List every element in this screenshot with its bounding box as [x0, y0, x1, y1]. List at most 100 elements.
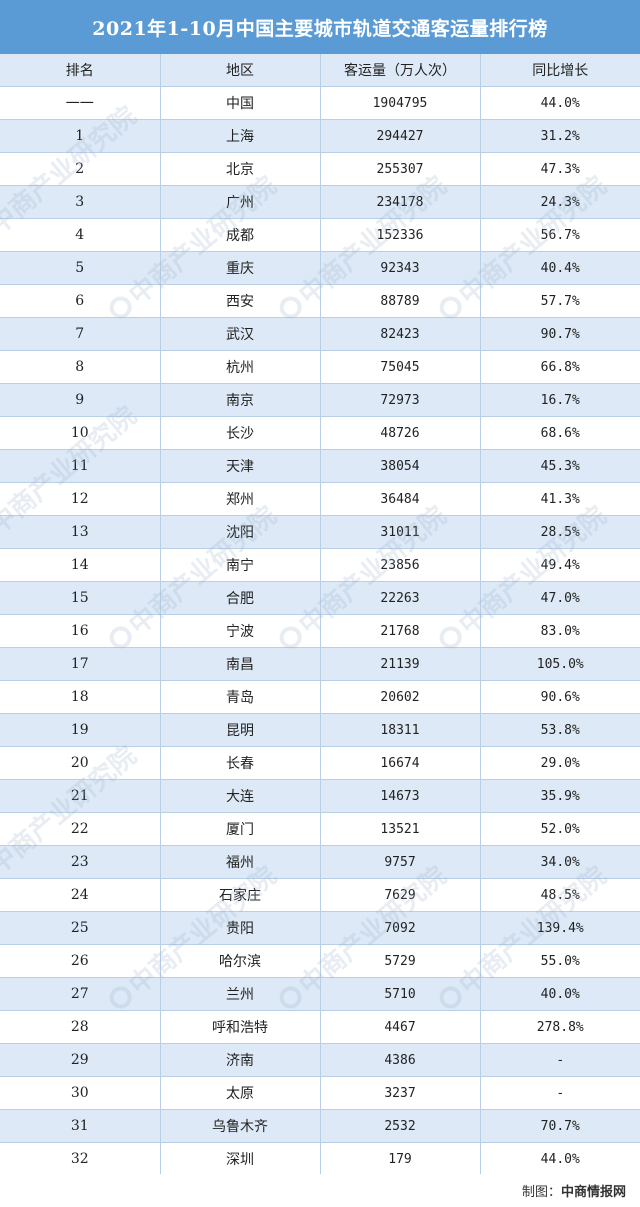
cell-ridership: 294427	[320, 119, 481, 153]
cell-ridership: 13521	[320, 812, 481, 846]
cell-yoy-growth: 34.0%	[480, 845, 640, 879]
cell-rank: 4	[0, 218, 161, 252]
cell-region: 天津	[160, 449, 321, 483]
cell-rank: 13	[0, 515, 161, 549]
cell-ridership: 82423	[320, 317, 481, 351]
cell-rank: 一一	[0, 86, 161, 120]
table-row: 27 兰州 5710 40.0%	[0, 977, 640, 1011]
cell-ridership: 88789	[320, 284, 481, 318]
cell-ridership: 4467	[320, 1010, 481, 1044]
cell-yoy-growth: 70.7%	[480, 1109, 640, 1143]
cell-yoy-growth: 55.0%	[480, 944, 640, 978]
cell-yoy-growth: -	[480, 1076, 640, 1110]
cell-yoy-growth: 57.7%	[480, 284, 640, 318]
cell-rank: 5	[0, 251, 161, 285]
table-row: 25 贵阳 7092 139.4%	[0, 911, 640, 945]
cell-ridership: 16674	[320, 746, 481, 780]
cell-yoy-growth: 90.6%	[480, 680, 640, 714]
cell-rank: 28	[0, 1010, 161, 1044]
cell-yoy-growth: 53.8%	[480, 713, 640, 747]
cell-rank: 7	[0, 317, 161, 351]
header-row: 排名 地区 客运量（万人次） 同比增长	[0, 54, 640, 87]
cell-ridership: 48726	[320, 416, 481, 450]
cell-region: 呼和浩特	[160, 1010, 321, 1044]
cell-ridership: 4386	[320, 1043, 481, 1077]
cell-region: 北京	[160, 152, 321, 186]
table-row: 13 沈阳 31011 28.5%	[0, 515, 640, 549]
table-row: 23 福州 9757 34.0%	[0, 845, 640, 879]
table-row: 29 济南 4386-	[0, 1043, 640, 1077]
cell-yoy-growth: 31.2%	[480, 119, 640, 153]
cell-rank: 15	[0, 581, 161, 615]
cell-yoy-growth: 139.4%	[480, 911, 640, 945]
cell-region: 南宁	[160, 548, 321, 582]
cell-yoy-growth: 278.8%	[480, 1010, 640, 1044]
table-row: 4 成都 152336 56.7%	[0, 218, 640, 252]
table-row: 6 西安 88789 57.7%	[0, 284, 640, 318]
cell-region: 南京	[160, 383, 321, 417]
cell-region: 西安	[160, 284, 321, 318]
table-row: 18 青岛 20602 90.6%	[0, 680, 640, 714]
table-row: 21 大连 14673 35.9%	[0, 779, 640, 813]
table-row: 2 北京 255307 47.3%	[0, 152, 640, 186]
cell-rank: 12	[0, 482, 161, 516]
header-region: 地区	[160, 54, 321, 87]
table-row: 7 武汉 82423 90.7%	[0, 317, 640, 351]
cell-region: 广州	[160, 185, 321, 219]
cell-yoy-growth: 35.9%	[480, 779, 640, 813]
cell-region: 宁波	[160, 614, 321, 648]
table-title: 2021年1-10月中国主要城市轨道交通客运量排行榜	[0, 0, 640, 54]
table-row: 10 长沙 48726 68.6%	[0, 416, 640, 450]
cell-ridership: 179	[320, 1142, 481, 1176]
table-row: 16 宁波 21768 83.0%	[0, 614, 640, 648]
cell-rank: 26	[0, 944, 161, 978]
table-row: 1 上海 294427 31.2%	[0, 119, 640, 153]
cell-ridership: 255307	[320, 152, 481, 186]
cell-yoy-growth: 90.7%	[480, 317, 640, 351]
cell-yoy-growth: 48.5%	[480, 878, 640, 912]
cell-yoy-growth: 66.8%	[480, 350, 640, 384]
table-row: 26 哈尔滨 5729 55.0%	[0, 944, 640, 978]
cell-rank: 14	[0, 548, 161, 582]
table-row: 11 天津 38054 45.3%	[0, 449, 640, 483]
cell-yoy-growth: 40.0%	[480, 977, 640, 1011]
cell-ridership: 75045	[320, 350, 481, 384]
cell-yoy-growth: 40.4%	[480, 251, 640, 285]
cell-ridership: 92343	[320, 251, 481, 285]
cell-yoy-growth: 24.3%	[480, 185, 640, 219]
cell-rank: 10	[0, 416, 161, 450]
cell-yoy-growth: 56.7%	[480, 218, 640, 252]
cell-yoy-growth: 105.0%	[480, 647, 640, 681]
cell-ridership: 36484	[320, 482, 481, 516]
cell-yoy-growth: 16.7%	[480, 383, 640, 417]
cell-rank: 27	[0, 977, 161, 1011]
table-row: 20 长春 16674 29.0%	[0, 746, 640, 780]
cell-rank: 18	[0, 680, 161, 714]
table-row: 9 南京 72973 16.7%	[0, 383, 640, 417]
table-row: 一一 中国 1904795 44.0%	[0, 86, 640, 120]
cell-ridership: 234178	[320, 185, 481, 219]
cell-ridership: 14673	[320, 779, 481, 813]
cell-rank: 19	[0, 713, 161, 747]
table-body: 一一 中国 1904795 44.0% 1 上海 294427 31.2% 2 北京 255307 4…	[0, 86, 640, 1176]
cell-rank: 24	[0, 878, 161, 912]
table-row: 15 合肥 22263 47.0%	[0, 581, 640, 615]
cell-yoy-growth: 45.3%	[480, 449, 640, 483]
footer-prefix: 制图：	[521, 1185, 561, 1200]
cell-ridership: 7092	[320, 911, 481, 945]
cell-yoy-growth: 47.0%	[480, 581, 640, 615]
cell-region: 成都	[160, 218, 321, 252]
cell-yoy-growth: 41.3%	[480, 482, 640, 516]
cell-yoy-growth: 83.0%	[480, 614, 640, 648]
cell-region: 青岛	[160, 680, 321, 714]
cell-rank: 31	[0, 1109, 161, 1143]
cell-region: 乌鲁木齐	[160, 1109, 321, 1143]
cell-rank: 11	[0, 449, 161, 483]
table-row: 14 南宁 23856 49.4%	[0, 548, 640, 582]
cell-rank: 3	[0, 185, 161, 219]
cell-rank: 16	[0, 614, 161, 648]
cell-ridership: 21768	[320, 614, 481, 648]
table-row: 31 乌鲁木齐 2532 70.7%	[0, 1109, 640, 1143]
cell-region: 合肥	[160, 581, 321, 615]
table-row: 8 杭州 75045 66.8%	[0, 350, 640, 384]
